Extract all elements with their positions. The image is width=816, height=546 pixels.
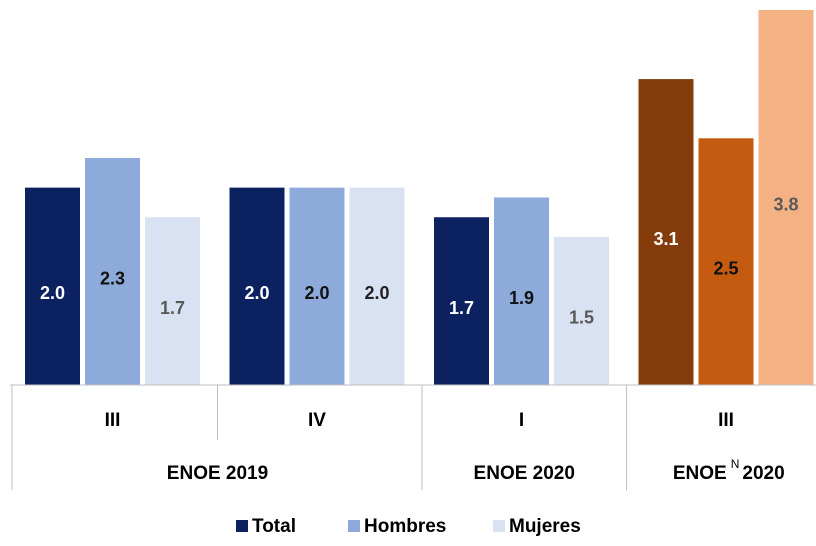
bar: [85, 158, 140, 385]
group-label-superscript: N: [731, 457, 740, 471]
value-label: 1.7: [160, 298, 185, 318]
bar: [25, 187, 80, 385]
value-label: 1.9: [509, 288, 534, 308]
bar: [229, 187, 285, 385]
value-label: 1.7: [449, 298, 474, 318]
group-label-text: ENOE: [673, 463, 727, 484]
bar: [145, 217, 200, 385]
legend-label: Total: [252, 516, 296, 537]
value-label: 1.5: [569, 308, 594, 328]
bar: [349, 187, 405, 385]
group-label: ENOE 2020: [474, 463, 575, 484]
value-label: 2.0: [304, 283, 329, 303]
value-label: 2.0: [40, 283, 65, 303]
bar: [434, 217, 489, 385]
value-label: 2.5: [713, 258, 738, 278]
legend-label: Mujeres: [509, 516, 581, 537]
group-label: ENOE N 2020: [673, 457, 785, 484]
bar: [758, 10, 814, 385]
bar: [554, 236, 609, 385]
x-tick-label: IV: [308, 410, 326, 431]
legend-swatch: [236, 520, 248, 532]
bar: [494, 197, 549, 385]
value-label: 2.3: [100, 268, 125, 288]
x-tick-label: I: [519, 410, 524, 431]
bar: [289, 187, 345, 385]
group-label: ENOE 2019: [167, 463, 268, 484]
value-label: 3.1: [653, 229, 678, 249]
legend-swatch: [493, 520, 505, 532]
legend-swatch: [348, 520, 360, 532]
bar: [638, 79, 694, 385]
value-label: 2.0: [364, 283, 389, 303]
group-label-text: ENOE 2020: [474, 463, 575, 484]
group-label-text: ENOE 2019: [167, 463, 268, 484]
x-tick-label: III: [105, 410, 121, 431]
value-label: 2.0: [244, 283, 269, 303]
bar: [698, 138, 754, 385]
x-tick-label: III: [718, 410, 734, 431]
legend-label: Hombres: [364, 516, 446, 537]
group-label-end: 2020: [742, 463, 784, 484]
value-label: 3.8: [773, 194, 798, 214]
